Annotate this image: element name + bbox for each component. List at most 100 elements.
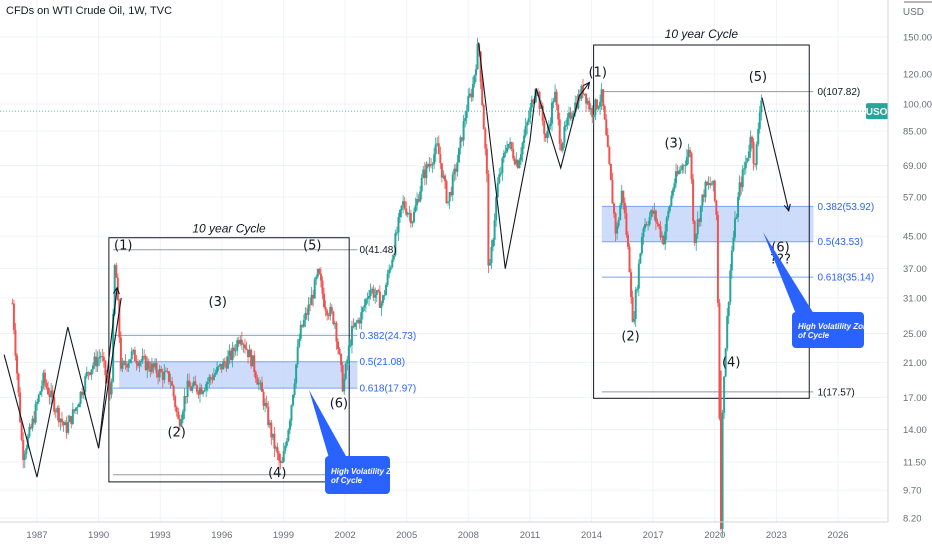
candle-body — [515, 160, 518, 165]
candle-body — [392, 255, 395, 260]
candle-body — [516, 160, 519, 168]
y-tick-label: 57.00 — [903, 193, 927, 204]
candle-body — [369, 290, 372, 297]
candle-body — [440, 163, 443, 178]
candle-body — [425, 164, 428, 179]
candle-body — [746, 157, 749, 162]
y-tick-label: 9.70 — [903, 486, 922, 497]
candle-body — [357, 319, 360, 323]
candle-body — [318, 269, 321, 274]
y-tick-label: 11.50 — [903, 458, 926, 469]
candle-body — [707, 183, 710, 185]
candle-body — [135, 360, 138, 364]
candle-body — [758, 112, 761, 129]
candle-body — [383, 295, 386, 296]
candle-body — [54, 411, 57, 413]
candle-body — [360, 312, 363, 324]
candle-body — [216, 367, 219, 373]
candle-body — [540, 105, 543, 109]
candle-body — [712, 180, 715, 185]
candle-body — [628, 246, 631, 273]
candle-body — [115, 265, 118, 278]
x-tick-label: 2020 — [704, 530, 725, 541]
candle-body — [350, 325, 353, 346]
candle-body — [606, 135, 609, 148]
y-tick-label: 100.00 — [903, 100, 932, 111]
wave-label: (4) — [268, 466, 286, 481]
candle-body — [147, 361, 150, 370]
candle-body — [391, 259, 394, 268]
candle-body — [124, 361, 127, 366]
candle-body — [447, 201, 450, 203]
candle-body — [310, 294, 313, 306]
candle-body — [760, 100, 763, 113]
candle-body — [713, 180, 716, 201]
candle-body — [585, 93, 588, 104]
candle-body — [169, 381, 172, 383]
candle-body — [730, 250, 733, 271]
candle-body — [468, 93, 471, 97]
candle-body — [189, 386, 192, 391]
candle-body — [481, 82, 484, 106]
candle-body — [324, 307, 327, 311]
candle-body — [316, 269, 319, 277]
x-tick-label: 2026 — [827, 530, 848, 541]
candle-body — [186, 380, 189, 397]
candle-body — [416, 199, 419, 206]
candle-body — [340, 353, 343, 366]
candle-body — [747, 151, 750, 158]
candle-body — [696, 219, 699, 235]
candle-body — [509, 142, 512, 144]
candle-body — [541, 105, 544, 121]
candle-body — [464, 118, 467, 122]
candle-body — [436, 143, 439, 145]
candle-body — [167, 371, 170, 382]
candle-body — [96, 358, 99, 367]
candle-body — [409, 213, 412, 224]
wave-path-mid — [478, 42, 580, 269]
candle-body — [321, 280, 324, 294]
wave-label: (3) — [209, 295, 227, 310]
candle-body — [657, 223, 660, 227]
candle-body — [47, 387, 50, 395]
candle-body — [493, 220, 496, 240]
candle-body — [141, 355, 144, 361]
candle-body — [704, 181, 707, 198]
candle-body — [529, 107, 532, 119]
candle-body — [25, 448, 28, 455]
candle-body — [56, 407, 59, 413]
candle-body — [119, 337, 122, 369]
candle-body — [150, 363, 153, 372]
candle-body — [665, 217, 668, 232]
candle-body — [219, 364, 222, 367]
candle-body — [588, 100, 591, 110]
candle-body — [174, 396, 177, 408]
callout-1-box — [325, 456, 390, 494]
candle-body — [428, 164, 431, 167]
candle-body — [144, 356, 147, 370]
candle-body — [374, 295, 377, 298]
callout-1-pointer — [309, 390, 347, 458]
candle-body — [454, 168, 457, 172]
candle-body — [419, 191, 422, 202]
candle-body — [17, 373, 20, 393]
candle-body — [354, 322, 357, 327]
candle-body — [293, 383, 296, 395]
candle-body — [434, 144, 437, 155]
candle-body — [512, 149, 515, 159]
candle-body — [361, 307, 364, 313]
wave-label: (1) — [588, 66, 606, 81]
candle-body — [226, 356, 229, 369]
candle-body — [195, 385, 198, 392]
candle-body — [287, 429, 290, 441]
fib-label-1: 0.618(17.97) — [359, 384, 416, 395]
candle-body — [467, 96, 470, 112]
candle-body — [180, 419, 183, 427]
candle-body — [687, 150, 690, 157]
candle-body — [741, 169, 744, 188]
candle-body — [200, 387, 203, 394]
candle-body — [233, 347, 236, 351]
candle-body — [31, 418, 34, 429]
candle-body — [78, 403, 81, 408]
